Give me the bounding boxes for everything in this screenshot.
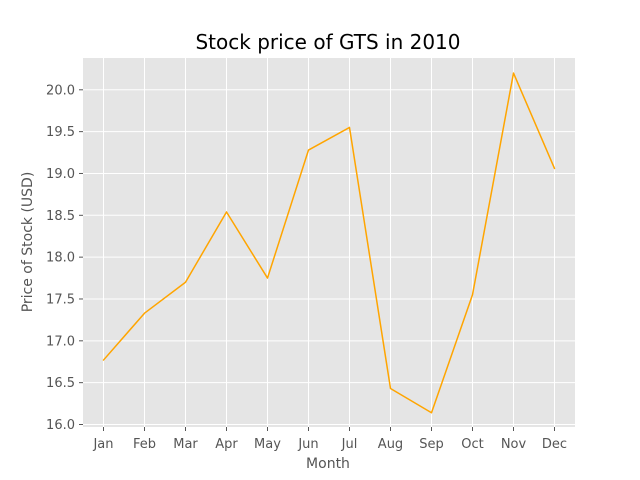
x-tick-label: Aug (378, 437, 403, 452)
x-tick-label: Jun (297, 437, 318, 452)
x-tick-label: Nov (501, 437, 527, 452)
x-tick-label: Feb (133, 437, 156, 452)
y-tick-label: 19.0 (46, 167, 75, 182)
y-tick-label: 17.5 (46, 292, 75, 307)
x-tick-label: Jan (92, 437, 113, 452)
x-tick-label: May (254, 437, 281, 452)
y-tick-label: 20.0 (46, 83, 75, 98)
y-tick-label: 17.0 (46, 334, 75, 349)
x-axis-label: Month (306, 456, 350, 472)
x-tick-label: Jul (341, 437, 358, 452)
y-tick-label: 18.5 (46, 209, 75, 224)
y-tick-label: 16.5 (46, 376, 75, 391)
x-tick-label: Sep (419, 437, 444, 452)
y-axis-label: Price of Stock (USD) (20, 172, 36, 313)
y-tick-label: 19.5 (46, 125, 75, 140)
x-tick-label: Apr (215, 437, 238, 452)
y-tick-label: 18.0 (46, 251, 75, 266)
x-tick-label: Mar (173, 437, 198, 452)
chart-title: Stock price of GTS in 2010 (195, 30, 460, 54)
x-tick-label: Dec (542, 437, 567, 452)
x-tick-label: Oct (461, 437, 483, 452)
y-tick-label: 16.0 (46, 418, 75, 433)
plot-area (83, 58, 575, 427)
